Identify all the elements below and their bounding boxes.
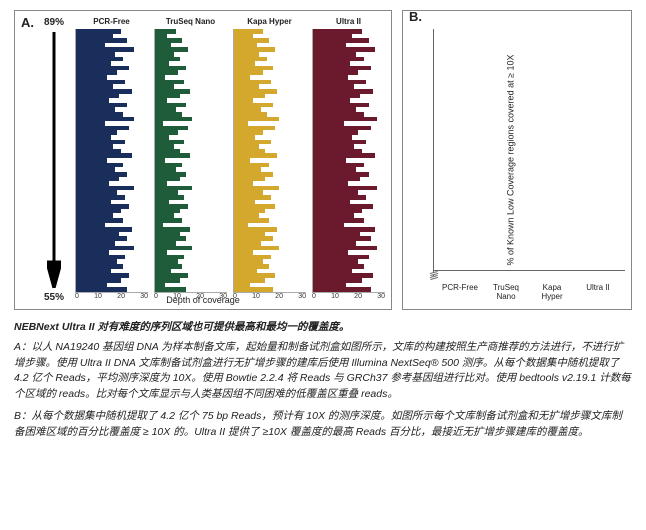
series-title: Kapa Hyper [233,17,306,29]
panel-b: B. % of Known Low Coverage regions cover… [402,10,632,310]
bar-label: Kapa Hyper [533,283,571,303]
series-plot [154,29,227,293]
bar-label: PCR-Free [441,283,479,303]
panel-b-label: B. [409,9,422,24]
series-plot [312,29,385,293]
panel-a-charts: PCR-Free0102030TruSeq Nano0102030Kapa Hy… [75,17,385,303]
bar-label: TruSeq Nano [487,283,525,303]
a-series: Ultra II 0102030 [312,17,385,303]
panel-b-plot [433,29,625,271]
a-series: TruSeq Nano0102030 [154,17,227,303]
gc-axis: 89% 55% [39,17,69,303]
series-plot [233,29,306,293]
series-plot [75,29,148,293]
xticks: 0102030 [75,293,148,303]
series-title: Ultra II [312,17,385,29]
caption: NEBNext Ultra II 对有难度的序列区域也可提供最高和最均一的覆盖度… [14,320,632,440]
axis-break [433,271,625,279]
panel-a-xlabel: Depth of coverage [166,295,240,305]
figure-row: A. Known Low Coverage Regions by GC %(Aj… [14,10,632,310]
caption-title: NEBNext Ultra II 对有难度的序列区域也可提供最高和最均一的覆盖度… [14,320,632,336]
xticks: 0102030 [233,293,306,303]
series-title: PCR-Free [75,17,148,29]
series-title: TruSeq Nano [154,17,227,29]
caption-a: A：以人 NA19240 基因组 DNA 为样本制备文库，起始量和制备试剂盒如图… [14,340,632,403]
panel-a-label: A. [21,15,34,30]
a-series: PCR-Free 0102030 [75,17,148,303]
a-series: Kapa Hyper 0102030 [233,17,306,303]
bar-label: Ultra II [579,283,617,303]
panel-a: A. Known Low Coverage Regions by GC %(Aj… [14,10,392,310]
xticks: 0102030 [312,293,385,303]
caption-b: B：从每个数据集中随机提取了 4.2 亿个 75 bp Reads，预计有 10… [14,409,632,441]
